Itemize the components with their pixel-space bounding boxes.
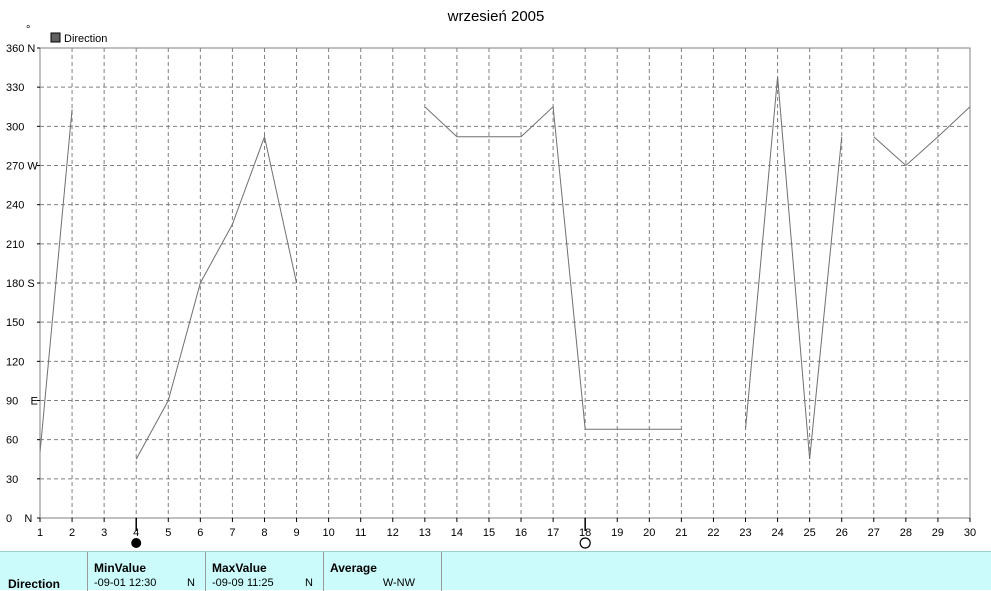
x-tick-label-25: 25	[804, 527, 816, 539]
min-max-markers	[131, 518, 591, 549]
x-tick-label-21: 21	[675, 527, 687, 539]
x-tick-label-7: 7	[229, 527, 235, 539]
x-tick-label-18: 18	[579, 527, 591, 539]
stats-bar: Direction MinValue -09-01 12:30 N MaxVal…	[0, 551, 991, 591]
min-header: MinValue	[94, 561, 147, 575]
y-tick-label-30: 30	[6, 474, 18, 486]
x-tick-label-16: 16	[515, 527, 527, 539]
y-tick-label-150: 150	[6, 317, 24, 329]
stats-average-cell: Average W-NW	[324, 552, 442, 591]
max-direction: N	[305, 577, 313, 589]
y-tick-label-360: 360 N	[6, 43, 35, 55]
x-tick-label-2: 2	[69, 527, 75, 539]
stats-max-cell: MaxValue -09-09 11:25 N	[206, 552, 324, 591]
x-tick-label-23: 23	[739, 527, 751, 539]
x-tick-label-28: 28	[900, 527, 912, 539]
direction-chart: wrzesień 2005 ° Direction 1 2 3 4 5 6 7 8 9 10 11 1…	[6, 8, 976, 549]
max-marker-icon	[579, 537, 591, 549]
legend-swatch	[50, 32, 61, 43]
x-tick-label-6: 6	[197, 527, 203, 539]
y-tick-label-210: 210	[6, 239, 24, 251]
x-tick-label-13: 13	[419, 527, 431, 539]
x-tick-label-14: 14	[451, 527, 463, 539]
grid-lines	[40, 48, 970, 518]
series-segment-2	[135, 134, 298, 460]
max-header: MaxValue	[212, 561, 267, 575]
average-value: W-NW	[382, 577, 415, 589]
y-tick-label-270: 270 W	[6, 161, 38, 173]
min-date: -09-01 12:30	[94, 577, 157, 589]
x-tick-label-9: 9	[293, 527, 299, 539]
y-tick-label-120: 120	[6, 356, 24, 368]
y-tick-label-60: 60	[6, 435, 18, 447]
average-header: Average	[330, 561, 377, 575]
x-tick-label-11: 11	[355, 527, 366, 539]
x-tick-label-22: 22	[707, 527, 719, 539]
x-tick-label-24: 24	[771, 527, 783, 539]
x-tick-label-10: 10	[322, 527, 334, 539]
x-tick-label-17: 17	[547, 527, 559, 539]
x-tick-label-3: 3	[101, 527, 107, 539]
series-segment-3	[424, 105, 682, 430]
y-tick-label-240: 240	[6, 200, 24, 212]
x-tick-label-12: 12	[387, 527, 399, 539]
x-tick-label-20: 20	[643, 527, 655, 539]
y-tick-label-300: 300	[6, 121, 24, 133]
x-tick-label-4: 4	[133, 527, 139, 539]
series-direction	[39, 76, 971, 460]
stats-min-cell: MinValue -09-01 12:30 N	[88, 552, 206, 591]
stats-rowlabel-cell: Direction	[0, 552, 88, 591]
series-segment-1	[39, 109, 73, 453]
min-marker-icon	[131, 538, 142, 548]
stats-row-label: Direction	[8, 577, 61, 591]
x-tick-label-8: 8	[261, 527, 267, 539]
series-segment-5	[873, 106, 971, 167]
x-tick-label-29: 29	[932, 527, 944, 539]
x-tick-label-19: 19	[611, 527, 623, 539]
y-axis-unit: °	[26, 24, 30, 36]
min-direction: N	[187, 577, 195, 589]
x-tick-label-26: 26	[836, 527, 848, 539]
x-tick-label-15: 15	[483, 527, 495, 539]
y-tick-label-180: 180 S	[6, 278, 35, 290]
x-tick-label-5: 5	[165, 527, 171, 539]
y-axis: 0 N 30 60 90 E 120 150 180 S 210 240 270 W 300 330 3…	[6, 43, 40, 525]
x-axis: 1 2 3 4 5 6 7 8 9 10 11 12 13 14 15 16 17 18 19 20 21 22 23 24 2…	[37, 518, 976, 539]
max-date: -09-09 11:25	[212, 577, 274, 589]
chart-title: wrzesień 2005	[447, 8, 545, 25]
series-segment-4	[745, 76, 843, 460]
y-tick-label-90: 90 E	[6, 396, 38, 408]
x-tick-label-1: 1	[37, 527, 43, 539]
legend-label: Direction	[64, 33, 107, 45]
x-tick-label-27: 27	[868, 527, 880, 539]
y-tick-label-0: 0 N	[6, 513, 32, 525]
y-tick-label-330: 330	[6, 82, 24, 94]
x-tick-label-30: 30	[964, 527, 976, 539]
